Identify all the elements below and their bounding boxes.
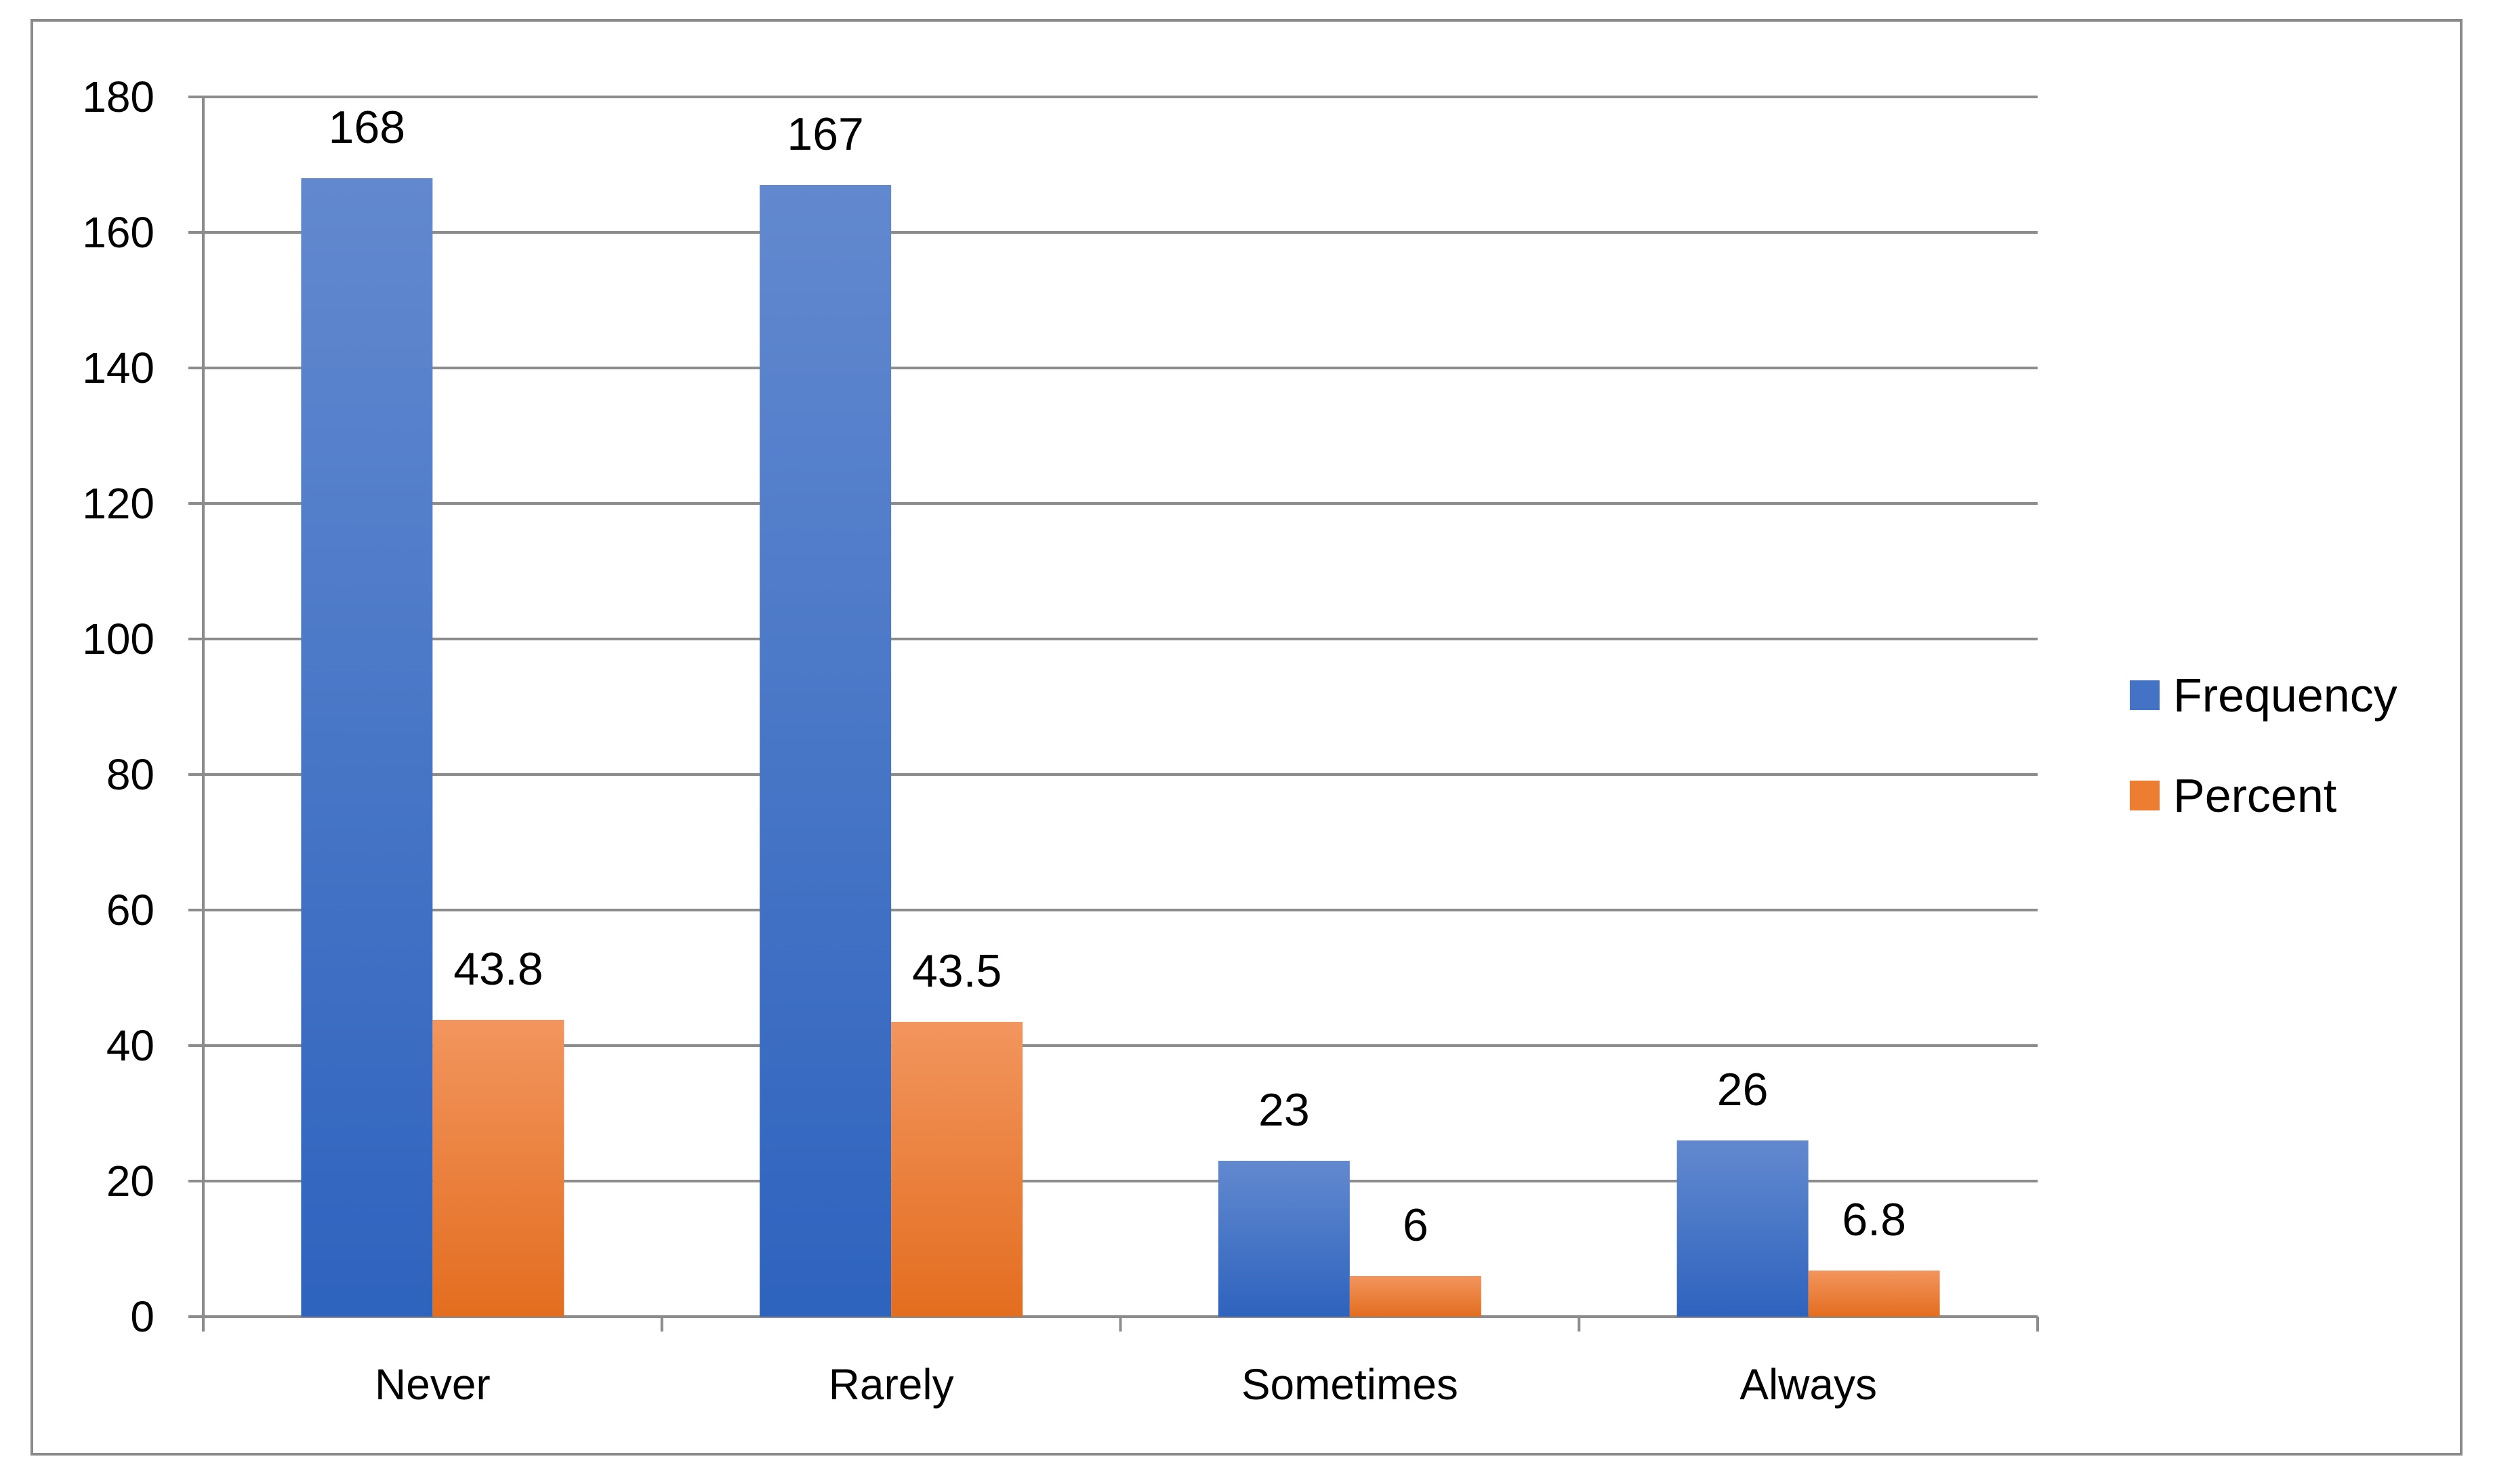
gridlines	[203, 96, 2038, 1182]
x-tick-label-rarely: Rarely	[829, 1360, 954, 1409]
bar-frequency-sometimes	[1218, 1161, 1350, 1317]
data-label-frequency-sometimes: 23	[1258, 1084, 1310, 1136]
y-tick-label-20: 20	[106, 1157, 154, 1205]
data-label-percent-always: 6.8	[1842, 1194, 1906, 1245]
data-label-percent-never: 43.8	[453, 943, 543, 995]
legend-swatch-percent	[2130, 781, 2160, 810]
data-label-frequency-never: 168	[329, 102, 405, 153]
y-tick-label-180: 180	[82, 73, 154, 121]
data-label-frequency-always: 26	[1717, 1064, 1769, 1115]
y-tick-label-60: 60	[106, 886, 154, 934]
y-tick-label-140: 140	[82, 344, 154, 392]
x-tick-label-never: Never	[375, 1360, 491, 1409]
data-label-frequency-rarely: 167	[787, 108, 863, 160]
x-tick-label-sometimes: Sometimes	[1241, 1360, 1458, 1409]
bar-frequency-always	[1676, 1140, 1809, 1317]
x-tick-label-always: Always	[1739, 1360, 1877, 1409]
legend-label-frequency: Frequency	[2173, 669, 2397, 722]
bars	[301, 178, 1940, 1317]
y-tick-label-160: 160	[82, 208, 154, 257]
legend-label-percent: Percent	[2173, 769, 2336, 822]
y-tick-label-100: 100	[82, 615, 154, 663]
y-tick-label-80: 80	[106, 750, 154, 799]
bar-percent-never	[432, 1020, 564, 1317]
bar-frequency-never	[301, 178, 433, 1317]
bar-percent-rarely	[891, 1022, 1023, 1317]
data-label-percent-sometimes: 6	[1403, 1199, 1428, 1251]
bar-percent-sometimes	[1349, 1276, 1481, 1317]
y-tick-label-40: 40	[106, 1021, 154, 1070]
legend: Frequency Percent	[2130, 669, 2397, 822]
y-tick-label-120: 120	[82, 479, 154, 528]
labels: 0 20 40 60 80 100 120 140 160 180 168 43.8 Never 167 4…	[82, 73, 1906, 1409]
data-label-percent-rarely: 43.5	[912, 945, 1002, 997]
y-tick-label-0: 0	[130, 1292, 154, 1341]
legend-swatch-frequency	[2130, 680, 2160, 710]
bar-frequency-rarely	[760, 185, 892, 1317]
bar-percent-always	[1808, 1271, 1940, 1317]
